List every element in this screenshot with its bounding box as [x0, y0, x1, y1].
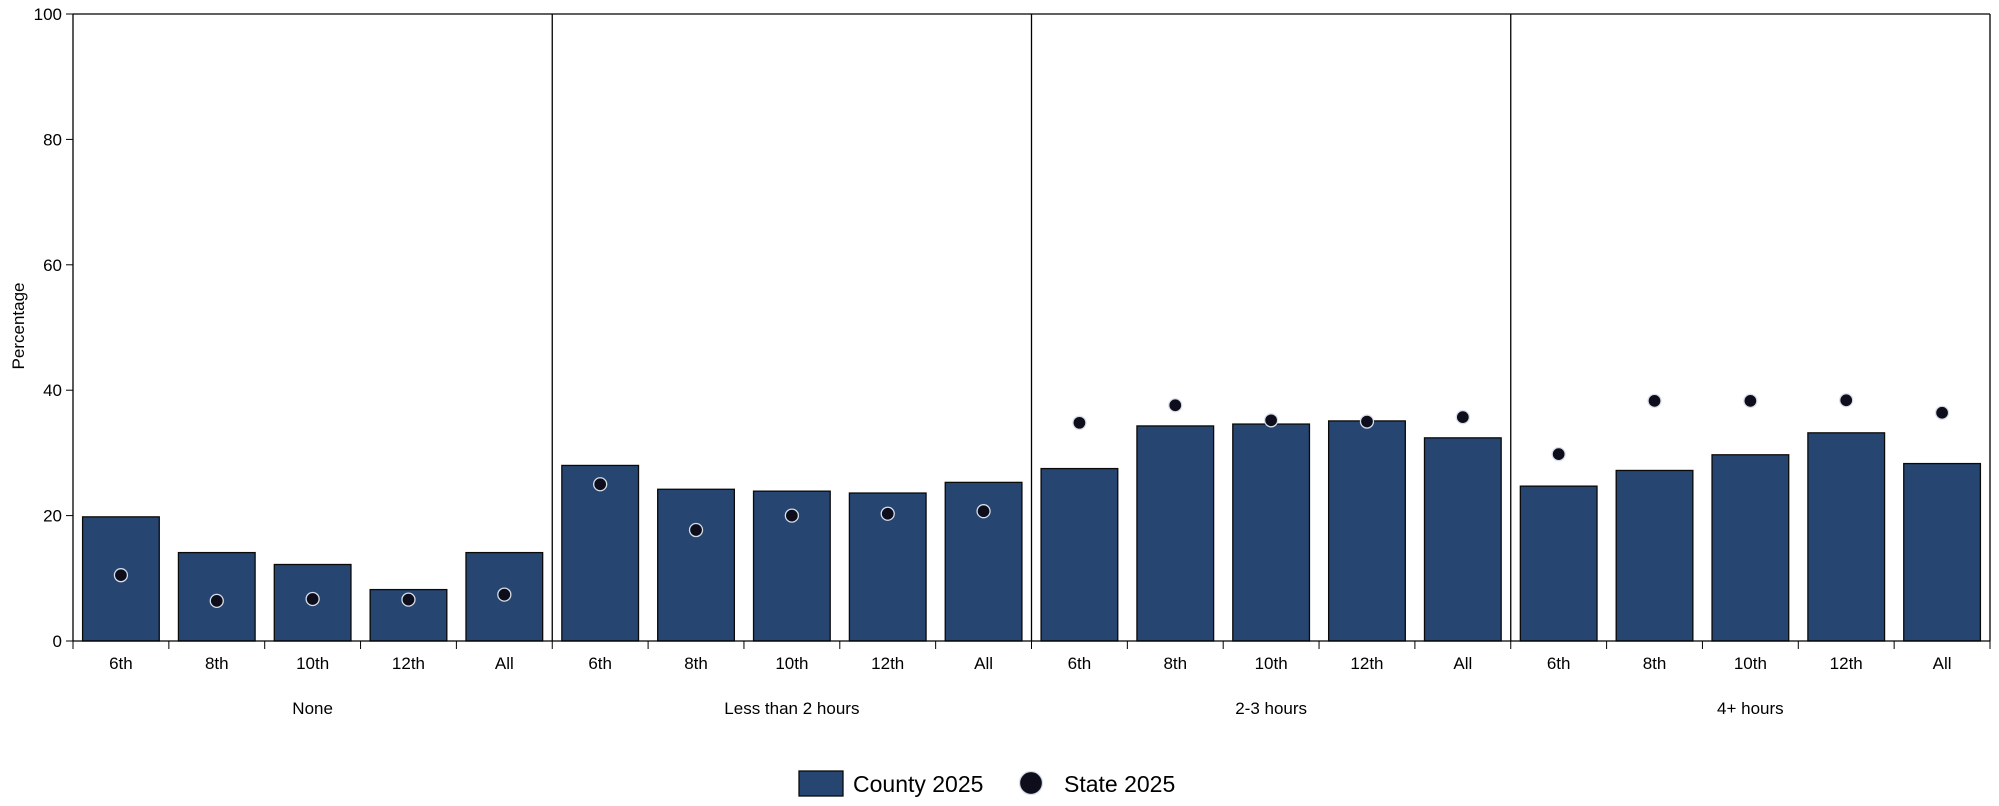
state-dot — [784, 508, 800, 523]
state-dot — [1934, 405, 1950, 420]
x-tick-label: All — [1933, 654, 1952, 673]
x-group-label: None — [292, 699, 333, 718]
x-tick-label: 12th — [871, 654, 904, 673]
x-tick-label: 6th — [1068, 654, 1092, 673]
state-dot — [209, 593, 224, 609]
bar — [1327, 420, 1406, 642]
y-axis-title: Percentage — [9, 283, 28, 370]
x-tick-label: 6th — [1547, 654, 1571, 673]
state-dot — [1263, 413, 1279, 428]
bar — [1519, 485, 1598, 642]
state-dot — [1359, 414, 1375, 429]
state-dot — [593, 477, 608, 492]
x-group-label: 4+ hours — [1717, 699, 1784, 718]
state-dot — [305, 591, 320, 607]
legend-label-county: County 2025 — [853, 771, 983, 797]
x-tick-label: 12th — [1830, 654, 1863, 673]
x-tick-label: 8th — [1643, 654, 1667, 673]
y-tick-label: 80 — [43, 130, 62, 149]
x-tick-label: 8th — [205, 654, 229, 673]
y-tick-label: 60 — [43, 256, 62, 275]
x-group-label: 2-3 hours — [1235, 699, 1307, 718]
state-dot — [401, 592, 416, 607]
bar — [1711, 454, 1790, 642]
state-dot — [113, 568, 129, 583]
x-tick-label: All — [495, 654, 514, 673]
x-tick-label: All — [1453, 654, 1472, 673]
x-tick-label: 6th — [588, 654, 612, 673]
x-tick-label: 8th — [1163, 654, 1187, 673]
y-tick-label: 40 — [43, 381, 62, 400]
state-dot — [1743, 393, 1758, 409]
y-tick-label: 20 — [43, 507, 62, 526]
y-tick-label: 100 — [34, 5, 62, 24]
state-dot — [1551, 447, 1566, 462]
x-tick-label: 10th — [296, 654, 329, 673]
y-tick-label: 0 — [53, 632, 62, 651]
legend-swatch-county — [798, 770, 844, 797]
state-dot — [1647, 393, 1662, 409]
state-dot — [1839, 393, 1854, 408]
x-tick-label: 10th — [775, 654, 808, 673]
x-tick-label: All — [974, 654, 993, 673]
x-tick-label: 10th — [1734, 654, 1767, 673]
legend-label-state: State 2025 — [1064, 771, 1175, 797]
bar — [1232, 423, 1311, 642]
state-dot — [1455, 410, 1470, 425]
x-tick-label: 10th — [1255, 654, 1288, 673]
state-dot — [880, 506, 895, 521]
state-dot — [976, 504, 991, 519]
state-dot — [497, 587, 512, 602]
bar — [1903, 462, 1982, 642]
x-group-label: Less than 2 hours — [724, 699, 859, 718]
state-dot — [688, 522, 704, 538]
bar — [1807, 432, 1886, 642]
x-tick-label: 12th — [1350, 654, 1383, 673]
bar — [1040, 467, 1119, 642]
bar — [1423, 437, 1502, 642]
bar — [657, 488, 736, 642]
state-dot — [1168, 398, 1183, 413]
bar — [561, 464, 640, 642]
bar — [1615, 469, 1694, 642]
x-tick-label: 12th — [392, 654, 425, 673]
x-tick-label: 6th — [109, 654, 133, 673]
state-dot — [1072, 415, 1087, 430]
x-tick-label: 8th — [684, 654, 708, 673]
bar — [1136, 425, 1215, 642]
legend-swatch-state — [1018, 770, 1044, 796]
